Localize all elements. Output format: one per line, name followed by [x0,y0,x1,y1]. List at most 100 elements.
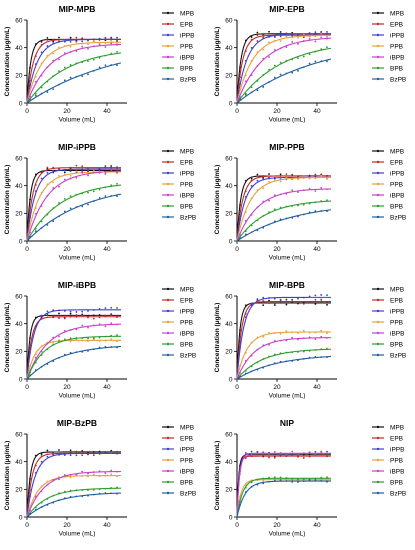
data-point [75,193,78,196]
series-line-mpb [236,302,331,380]
data-point [58,202,60,204]
data-point [239,472,241,475]
data-point [320,476,323,479]
data-point [320,60,323,63]
data-point [29,79,31,82]
data-point [92,324,95,327]
data-point [34,508,37,511]
data-point [326,455,328,458]
data-point [308,35,311,38]
y-axis-label: Concentration (μg/mL) [4,441,11,511]
data-point [29,231,31,234]
series-points-bzpb [239,210,328,239]
data-point [268,180,270,183]
data-point [314,303,317,305]
data-point [320,329,323,332]
data-point [256,478,259,481]
data-point [273,353,276,356]
data-point [81,310,84,313]
legend-marker-bpb [166,342,170,346]
legend-label-bpb: BPB [390,341,403,348]
series-line-ippb [236,33,331,104]
legend-label-ppb: PPB [180,319,193,326]
data-point [34,212,37,215]
data-point [29,495,31,498]
chart-title: NIP [280,418,295,428]
data-point [320,479,323,482]
x-axis-label: Volume (mL) [269,393,306,400]
series-points-ppb [29,338,118,367]
data-point [320,174,323,177]
data-point [104,165,107,167]
series-points-bzpb [29,345,118,377]
data-point [69,36,72,39]
data-point [302,66,305,69]
data-point [262,57,265,60]
series-line-ippb [26,309,121,380]
data-point [98,470,101,472]
data-point [63,210,66,213]
data-point [308,336,311,339]
legend-label-bzpb: BzPB [180,490,196,497]
y-tick-label: 40 [225,321,233,328]
data-point [116,316,118,318]
data-point [320,298,323,301]
data-point [239,88,241,91]
data-point [297,359,299,362]
data-point [63,497,66,500]
data-point [75,337,78,339]
data-point [314,31,317,34]
data-point [326,37,328,40]
legend-label-bpb: BPB [180,341,193,348]
data-point [87,337,89,340]
data-point [92,452,95,455]
y-axis-label: Concentration (μg/mL) [4,27,11,97]
data-point [104,195,107,197]
x-tick-label: 0 [25,384,29,391]
data-point [34,325,37,328]
data-point [92,493,95,496]
data-point [314,338,317,341]
series-line-mpb [236,454,331,518]
data-point [244,39,247,42]
series-points-bpb [239,476,328,503]
data-point [58,312,60,315]
legend-marker-ppb [376,320,380,324]
data-point [81,337,84,340]
data-point [52,75,55,77]
data-point [46,66,49,69]
data-point [244,491,247,493]
data-point [244,372,247,375]
data-point [262,86,265,88]
data-point [29,216,31,219]
data-point [297,69,299,72]
data-point [40,453,43,456]
data-point [256,51,259,54]
series-points-bzpb [239,479,328,506]
legend: MPB EPB iPPB PPB iBPB BPB BzPB [162,424,196,497]
series-line-bpb [236,477,331,518]
data-point [256,452,259,455]
data-point [279,479,282,482]
legend-marker-ppb [376,182,380,186]
data-point [69,195,72,198]
data-point [69,454,72,457]
data-point [69,45,72,48]
x-tick-label: 0 [235,108,239,115]
data-point [273,208,276,211]
data-point [52,309,55,311]
data-point [250,303,253,305]
data-point [29,337,31,340]
data-point [40,501,43,504]
data-point [250,354,253,357]
data-point [302,350,305,353]
legend-marker-ibpb [376,55,380,59]
data-point [116,170,118,173]
data-point [52,479,55,481]
data-point [244,351,247,354]
data-point [250,214,253,216]
legend-marker-mpb [376,11,380,15]
data-point [320,173,323,176]
data-point [34,506,37,509]
series-points-bzpb [29,194,118,238]
